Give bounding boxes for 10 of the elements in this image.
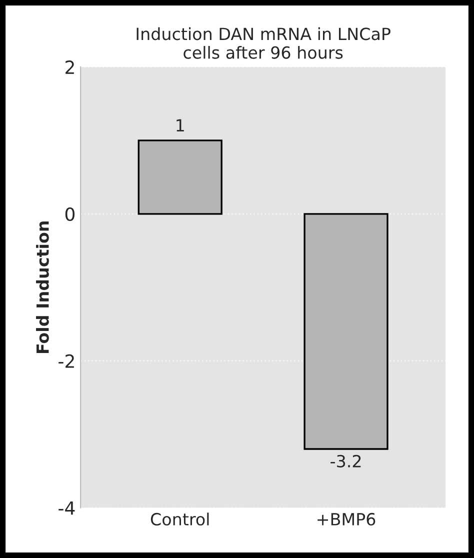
chart-title: Induction DAN mRNA in LNCaP cells after 96 hours [136, 27, 390, 59]
y-axis-title: Fold Induction [36, 221, 49, 354]
x-tick-label: Control [150, 512, 209, 526]
data-label: 1 [176, 119, 184, 132]
y-tick-label: 2 [66, 60, 74, 74]
y-tick-label: 0 [65, 207, 75, 222]
y-tick-label: -4 [58, 501, 75, 515]
data-label: -3.2 [330, 454, 361, 468]
x-tick-label: +BMP6 [318, 512, 376, 526]
y-tick-label: -2 [58, 354, 74, 368]
